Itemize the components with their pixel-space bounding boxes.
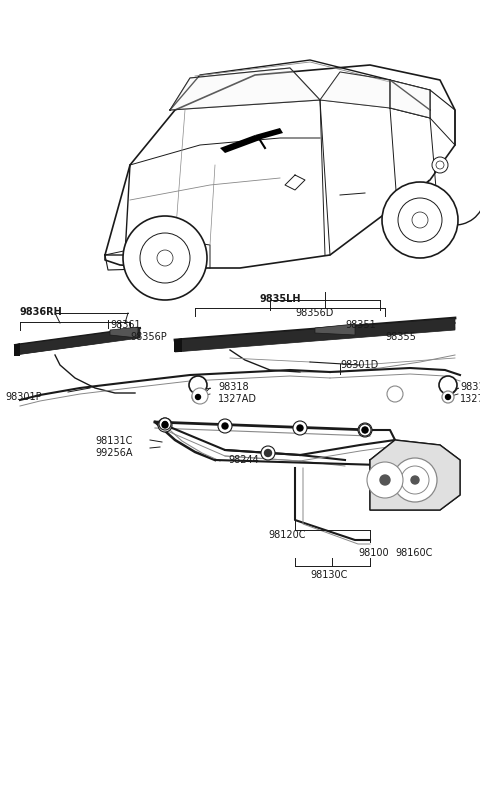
Circle shape bbox=[261, 446, 275, 460]
Circle shape bbox=[432, 157, 448, 173]
Circle shape bbox=[359, 424, 371, 436]
Polygon shape bbox=[370, 440, 460, 510]
Polygon shape bbox=[110, 327, 138, 338]
Circle shape bbox=[192, 388, 208, 404]
Text: 99256A: 99256A bbox=[95, 448, 132, 458]
Circle shape bbox=[398, 198, 442, 242]
Circle shape bbox=[195, 394, 201, 400]
Text: 98131C: 98131C bbox=[95, 436, 132, 446]
Text: 98361: 98361 bbox=[110, 320, 141, 330]
Polygon shape bbox=[255, 128, 283, 140]
Circle shape bbox=[401, 466, 429, 494]
Circle shape bbox=[442, 391, 454, 403]
Circle shape bbox=[367, 462, 403, 498]
Circle shape bbox=[439, 376, 457, 394]
Circle shape bbox=[297, 425, 303, 431]
Text: 98244: 98244 bbox=[228, 455, 259, 465]
Circle shape bbox=[412, 212, 428, 228]
Polygon shape bbox=[170, 68, 320, 110]
Text: 98318: 98318 bbox=[218, 382, 249, 392]
Circle shape bbox=[380, 475, 390, 485]
Circle shape bbox=[158, 418, 172, 432]
Circle shape bbox=[436, 161, 444, 169]
Text: 98120C: 98120C bbox=[268, 530, 305, 540]
Text: 9836RH: 9836RH bbox=[20, 307, 63, 317]
Circle shape bbox=[189, 376, 207, 394]
Text: 9835LH: 9835LH bbox=[260, 294, 301, 304]
Circle shape bbox=[445, 394, 451, 400]
Polygon shape bbox=[390, 80, 430, 118]
Circle shape bbox=[362, 427, 368, 433]
Polygon shape bbox=[220, 135, 260, 153]
Circle shape bbox=[264, 449, 272, 456]
Text: 98355: 98355 bbox=[385, 332, 416, 342]
Text: 1327AD: 1327AD bbox=[460, 394, 480, 404]
Circle shape bbox=[163, 421, 168, 426]
Circle shape bbox=[387, 386, 403, 402]
Text: 98160C: 98160C bbox=[395, 548, 432, 558]
Text: 98318: 98318 bbox=[460, 382, 480, 392]
Polygon shape bbox=[174, 338, 182, 352]
Polygon shape bbox=[315, 324, 355, 335]
Circle shape bbox=[140, 233, 190, 283]
Text: 98130C: 98130C bbox=[310, 570, 348, 580]
Circle shape bbox=[382, 182, 458, 258]
Text: 98356P: 98356P bbox=[130, 332, 167, 342]
Circle shape bbox=[362, 428, 368, 432]
Circle shape bbox=[222, 423, 228, 429]
Text: 1327AD: 1327AD bbox=[218, 394, 257, 404]
Circle shape bbox=[218, 419, 232, 433]
Text: 98356D: 98356D bbox=[295, 308, 334, 318]
Circle shape bbox=[192, 391, 204, 403]
Polygon shape bbox=[14, 343, 20, 356]
Text: 98301P: 98301P bbox=[5, 392, 42, 402]
Circle shape bbox=[162, 422, 168, 428]
Text: 98301D: 98301D bbox=[340, 360, 378, 370]
Circle shape bbox=[393, 458, 437, 502]
Circle shape bbox=[123, 216, 207, 300]
Circle shape bbox=[293, 421, 307, 435]
Circle shape bbox=[358, 423, 372, 437]
Text: 98351: 98351 bbox=[345, 320, 376, 330]
Polygon shape bbox=[175, 318, 455, 352]
Polygon shape bbox=[320, 72, 390, 108]
Circle shape bbox=[411, 476, 419, 484]
Circle shape bbox=[159, 418, 171, 430]
Circle shape bbox=[157, 250, 173, 266]
Polygon shape bbox=[15, 328, 140, 355]
Text: 98100: 98100 bbox=[358, 548, 389, 558]
